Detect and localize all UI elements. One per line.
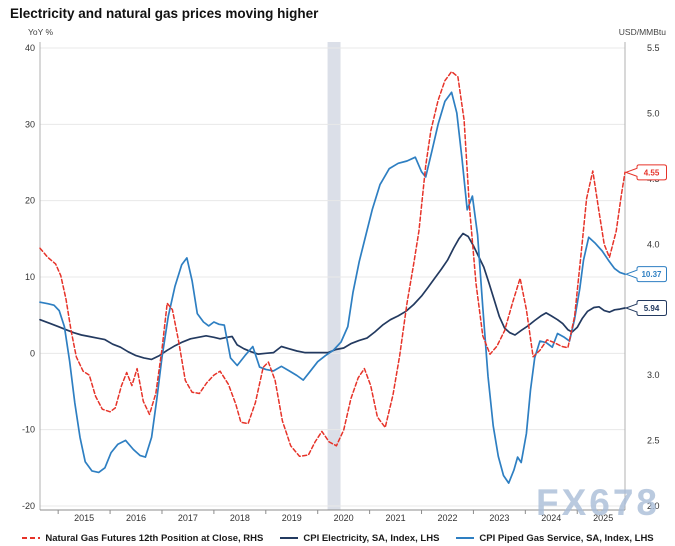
left-axis-tick-label: 40 xyxy=(25,43,35,53)
legend-marker-icon xyxy=(456,537,475,539)
right-axis-tick-label: 3.0 xyxy=(647,370,660,380)
x-axis-year-label: 2025 xyxy=(593,513,613,523)
left-axis-tick-label: 20 xyxy=(25,196,35,206)
x-axis-year-label: 2015 xyxy=(74,513,94,523)
watermark: FX678 xyxy=(536,482,661,523)
x-axis-year-label: 2022 xyxy=(437,513,457,523)
x-axis-year-label: 2017 xyxy=(178,513,198,523)
x-axis-year-label: 2021 xyxy=(386,513,406,523)
right-axis-tick-label: 5.5 xyxy=(647,43,660,53)
legend-label: Natural Gas Futures 12th Position at Clo… xyxy=(45,532,264,544)
data-label-callout-0 xyxy=(624,164,667,181)
legend-label: CPI Electricity, SA, Index, LHS xyxy=(303,532,440,544)
legend-marker-icon xyxy=(280,537,299,539)
x-axis-year-label: 2020 xyxy=(334,513,354,523)
legend-item-1: CPI Electricity, SA, Index, LHS xyxy=(279,533,439,544)
legend: Natural Gas Futures 12th Position at Clo… xyxy=(0,530,675,546)
legend-item-0: Natural Gas Futures 12th Position at Clo… xyxy=(21,533,263,544)
chart-title: Electricity and natural gas prices movin… xyxy=(10,6,319,21)
left-axis-tick-label: -10 xyxy=(22,425,35,435)
right-axis-unit: USD/MMBtu xyxy=(619,27,667,37)
data-label-callout-2 xyxy=(624,266,667,283)
left-axis-tick-label: -20 xyxy=(22,501,35,511)
left-axis-tick-label: 30 xyxy=(25,119,35,129)
recession-band xyxy=(327,42,341,510)
right-axis-tick-label: 5.0 xyxy=(647,108,660,118)
left-axis-tick-label: 10 xyxy=(25,272,35,282)
x-axis-year-label: 2024 xyxy=(541,513,561,523)
right-axis-tick-label: 2.0 xyxy=(647,501,660,511)
x-axis-year-label: 2016 xyxy=(126,513,146,523)
series-line-0 xyxy=(39,70,626,458)
legend-label: CPI Piped Gas Service, SA, Index, LHS xyxy=(479,532,654,544)
series-line-1 xyxy=(39,232,626,361)
left-axis-unit: YoY % xyxy=(28,27,53,37)
legend-marker-icon xyxy=(22,537,41,539)
x-axis-year-label: 2023 xyxy=(489,513,509,523)
series-line-2 xyxy=(39,91,626,484)
left-axis-tick-label: 0 xyxy=(30,348,35,358)
data-label-callout-1 xyxy=(624,299,667,316)
right-axis-tick-label: 4.0 xyxy=(647,239,660,249)
x-axis-year-label: 2018 xyxy=(230,513,250,523)
legend-item-2: CPI Piped Gas Service, SA, Index, LHS xyxy=(455,532,654,544)
x-axis-year-label: 2019 xyxy=(282,513,302,523)
data-label-text-1: 5.94 xyxy=(644,304,660,313)
right-axis-tick-label: 2.5 xyxy=(647,436,660,446)
data-label-text-0: 4.55 xyxy=(644,168,660,177)
data-label-text-2: 10.37 xyxy=(641,270,662,279)
